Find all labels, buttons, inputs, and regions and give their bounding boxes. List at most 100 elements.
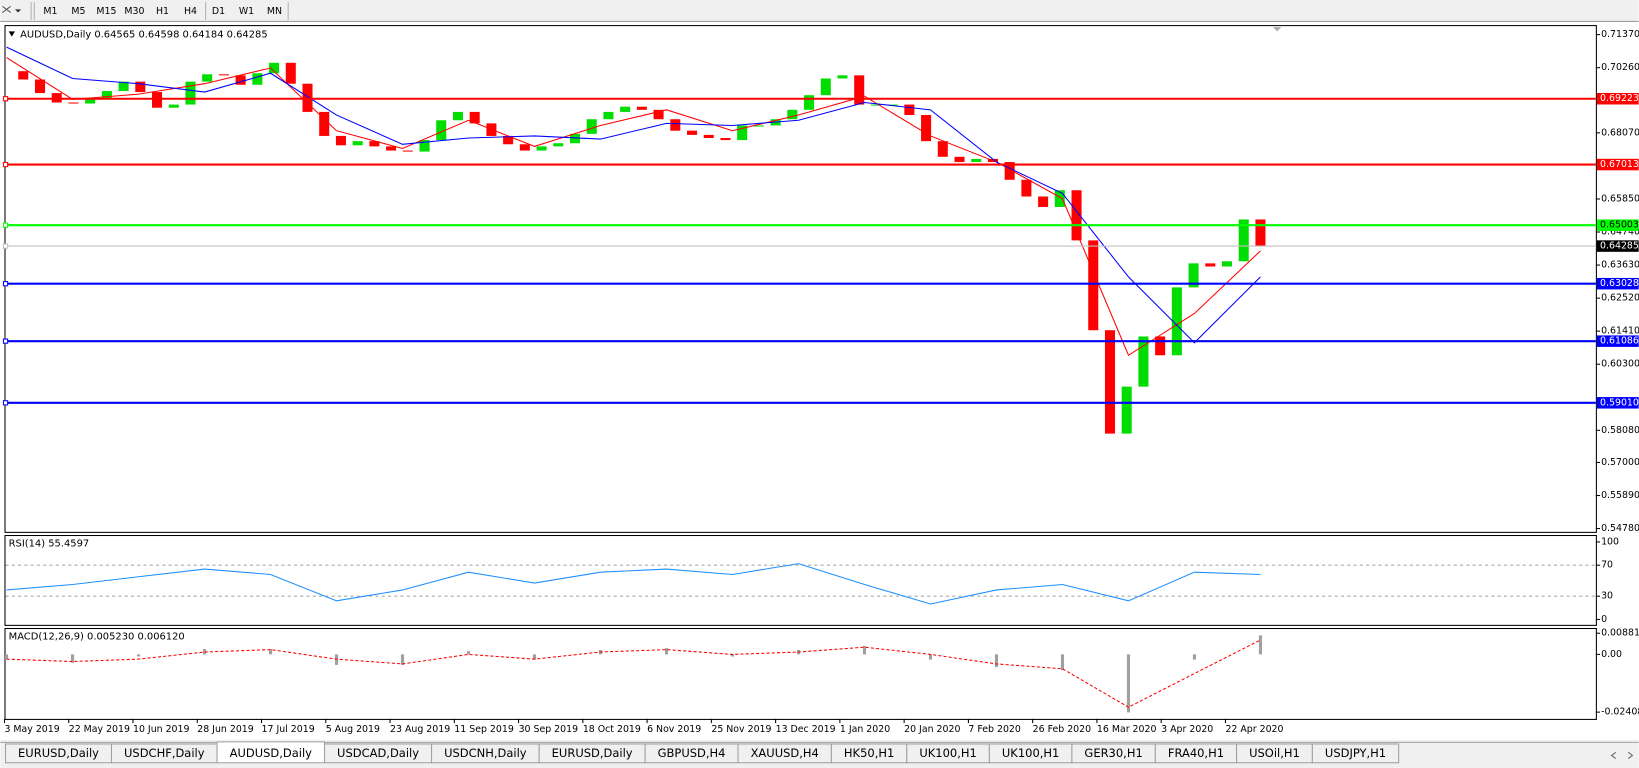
y-tick-label: 30 (1601, 591, 1613, 602)
candle-body (386, 146, 397, 151)
candle-body (636, 106, 647, 110)
histogram-bar (994, 654, 999, 668)
candle-body (937, 141, 948, 157)
candle-body (1021, 179, 1032, 197)
main-panel (4, 25, 1597, 533)
candle-body (1205, 263, 1216, 267)
y-tick-label: -0.024082 (1601, 707, 1639, 718)
level-anchor (2, 281, 9, 287)
level-label: 0.59010 (1600, 397, 1639, 408)
tab-label[interactable]: USDJPY,H1 (1325, 746, 1386, 760)
x-tick-label: 5 Aug 2019 (326, 724, 380, 735)
tab-label[interactable]: XAUUSD,H4 (751, 746, 819, 760)
macd-header: MACD(12,26,9) 0.005230 0.006120 (9, 631, 185, 642)
candle-body (202, 74, 213, 82)
timeframe-button[interactable]: D1 (212, 6, 225, 17)
candle-body (804, 95, 815, 110)
timeframe-button[interactable]: M15 (96, 6, 116, 17)
tab-label[interactable]: UK100,H1 (1002, 746, 1059, 760)
candle-body (1155, 336, 1166, 356)
level-anchor (2, 243, 9, 249)
candle-body (687, 130, 698, 135)
level-anchor (2, 222, 9, 228)
timeframe-button[interactable]: M5 (71, 6, 85, 17)
y-tick-label: 0.68070 (1601, 127, 1639, 138)
tab[interactable] (1311, 743, 1400, 764)
histogram-bar (334, 654, 339, 665)
timeframe-button[interactable]: H4 (184, 6, 197, 17)
candle-body (1054, 190, 1065, 207)
candle-body (436, 120, 447, 141)
candle-body (670, 119, 681, 131)
candle-body (519, 144, 530, 151)
y-tick-label: 0.008815 (1601, 628, 1639, 639)
timeframe-button[interactable]: M1 (43, 6, 57, 17)
histogram-bar (5, 654, 9, 660)
tab-label[interactable]: AUDUSD,Daily (230, 746, 313, 760)
tab-label[interactable]: GER30,H1 (1084, 746, 1142, 760)
histogram-bar (730, 654, 735, 657)
candle-body (135, 81, 146, 93)
candle-body (235, 75, 246, 85)
tab-label[interactable]: USDCAD,Daily (337, 746, 419, 760)
tab-label[interactable]: USDCNH,Daily (444, 746, 527, 760)
x-tick-label: 16 Mar 2020 (1097, 724, 1157, 735)
tab-label[interactable]: FRA40,H1 (1168, 746, 1224, 760)
level-label: 0.69223 (1600, 93, 1639, 104)
tab-label[interactable]: HK50,H1 (844, 746, 894, 760)
y-tick-label: 0.64740 (1601, 227, 1639, 238)
candle-body (1004, 162, 1015, 180)
x-tick-label: 6 Nov 2019 (647, 724, 701, 735)
y-tick-label: 0.70260 (1601, 62, 1639, 73)
candle-body (352, 141, 363, 146)
candle-body (820, 78, 831, 96)
y-tick-label: 0.57000 (1601, 457, 1639, 468)
tab-label[interactable]: USOil,H1 (1249, 746, 1300, 760)
histogram-bar (1126, 654, 1131, 713)
candle-body (1255, 219, 1266, 246)
y-tick-label: 0.62520 (1601, 293, 1639, 304)
tab-label[interactable]: EURUSD,Daily (552, 746, 633, 760)
timeframe-button[interactable]: W1 (239, 6, 254, 17)
candle-body (1104, 330, 1115, 434)
moving-average (6, 46, 1261, 344)
candle-body (118, 81, 129, 92)
level-label-box (1596, 277, 1639, 290)
y-tick-label: 0.54780 (1601, 523, 1639, 534)
histogram-bar (466, 651, 471, 655)
level-label: 0.67013 (1600, 159, 1639, 170)
x-tick-label: 26 Feb 2020 (1033, 724, 1091, 735)
indicator-line (6, 563, 1261, 605)
level-label-box (1596, 92, 1639, 105)
toolbar-icon[interactable] (2, 5, 12, 13)
timeframe-button[interactable]: MN (267, 6, 282, 17)
candle-body (1221, 261, 1233, 267)
level-label: 0.61086 (1600, 336, 1639, 347)
candle-body (536, 146, 547, 151)
timeframe-button[interactable]: M30 (124, 6, 144, 17)
tab-label[interactable]: GBPUSD,H4 (658, 746, 726, 760)
x-tick-label: 20 Jan 2020 (904, 724, 960, 735)
timeframe-button[interactable]: H1 (156, 6, 169, 17)
level-label: 0.63028 (1600, 278, 1639, 289)
tab-label[interactable]: EURUSD,Daily (18, 746, 99, 760)
candle-body (68, 102, 79, 104)
candle-body (18, 71, 29, 80)
histogram-bar (1192, 654, 1197, 660)
tab-label[interactable]: UK100,H1 (919, 746, 976, 760)
level-label-box (1596, 335, 1639, 347)
y-tick-label: 0.71370 (1601, 29, 1639, 40)
tab-scroll[interactable] (1610, 751, 1634, 760)
toolbar (0, 0, 1639, 22)
toolbar-dropdown[interactable] (14, 9, 22, 13)
candle-body (737, 125, 748, 141)
candle-body (469, 111, 480, 124)
candle-body (553, 143, 564, 147)
tab-label[interactable]: USDCHF,Daily (124, 746, 205, 760)
candle-body (269, 62, 280, 74)
y-tick-label: 0.58080 (1601, 425, 1639, 436)
candle-body (335, 135, 346, 146)
candle-body (703, 134, 714, 139)
candle-body (319, 111, 330, 136)
